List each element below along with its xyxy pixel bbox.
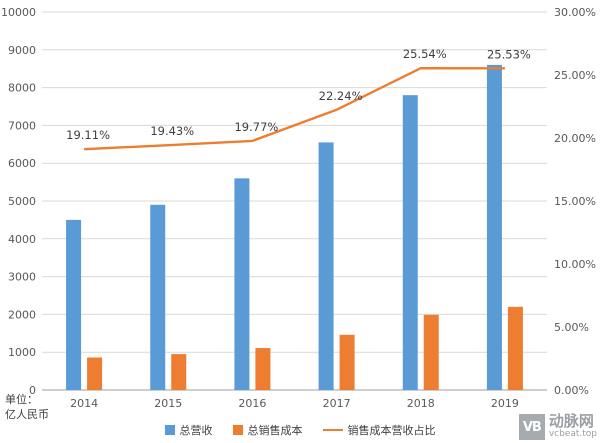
svg-text:6000: 6000 [8, 157, 36, 170]
legend-item-cost-ratio: 销售成本营收占比 [322, 422, 436, 438]
svg-text:2000: 2000 [8, 308, 36, 321]
watermark-site: vcbeat.top [548, 429, 597, 440]
unit-label: 单位： 亿人民币 [5, 392, 49, 422]
watermark-text: 动脉网 vcbeat.top [549, 414, 597, 439]
svg-text:25.53%: 25.53% [487, 47, 531, 61]
legend-marker-revenue [164, 425, 175, 435]
svg-text:19.11%: 19.11% [66, 128, 110, 142]
svg-text:2014: 2014 [70, 397, 98, 410]
svg-text:1000: 1000 [8, 346, 36, 359]
svg-text:9000: 9000 [8, 44, 36, 57]
svg-text:10000: 10000 [1, 6, 36, 19]
svg-text:30.00%: 30.00% [554, 6, 596, 19]
svg-text:19.77%: 19.77% [234, 120, 278, 134]
svg-text:2018: 2018 [407, 397, 435, 410]
unit-label-line2: 亿人民币 [5, 408, 49, 421]
svg-text:0.00%: 0.00% [554, 384, 589, 397]
legend-marker-cost-ratio [322, 428, 343, 432]
svg-text:0: 0 [29, 384, 36, 397]
svg-text:4000: 4000 [8, 233, 36, 246]
watermark: VB 动脉网 vcbeat.top [518, 414, 597, 440]
svg-text:10.00%: 10.00% [554, 258, 596, 271]
legend-label-cost: 总销售成本 [247, 424, 303, 437]
svg-text:3000: 3000 [8, 271, 36, 284]
unit-label-line1: 单位： [5, 393, 38, 406]
legend-marker-cost [232, 425, 243, 435]
svg-text:19.43%: 19.43% [150, 124, 194, 138]
watermark-name: 动脉网 [548, 412, 594, 431]
chart-legend: 总营收 总销售成本 销售成本营收占比 [0, 422, 600, 438]
svg-text:20.00%: 20.00% [554, 132, 596, 145]
svg-text:15.00%: 15.00% [554, 195, 596, 208]
svg-text:2016: 2016 [238, 397, 266, 410]
legend-label-revenue: 总营收 [179, 424, 213, 437]
svg-text:2015: 2015 [154, 397, 182, 410]
svg-text:5.00%: 5.00% [554, 321, 589, 334]
legend-item-revenue: 总营收 [164, 422, 213, 438]
legend-item-cost: 总销售成本 [232, 422, 303, 438]
legend-label-cost-ratio: 销售成本营收占比 [347, 424, 436, 437]
svg-text:5000: 5000 [8, 195, 36, 208]
svg-text:2017: 2017 [323, 397, 351, 410]
vcbeat-logo-icon: VB [518, 414, 545, 440]
svg-text:25.54%: 25.54% [403, 47, 447, 61]
svg-text:7000: 7000 [8, 119, 36, 132]
svg-text:8000: 8000 [8, 82, 36, 95]
svg-text:25.00%: 25.00% [554, 69, 596, 82]
svg-text:2019: 2019 [491, 397, 519, 410]
svg-text:22.24%: 22.24% [319, 89, 363, 103]
